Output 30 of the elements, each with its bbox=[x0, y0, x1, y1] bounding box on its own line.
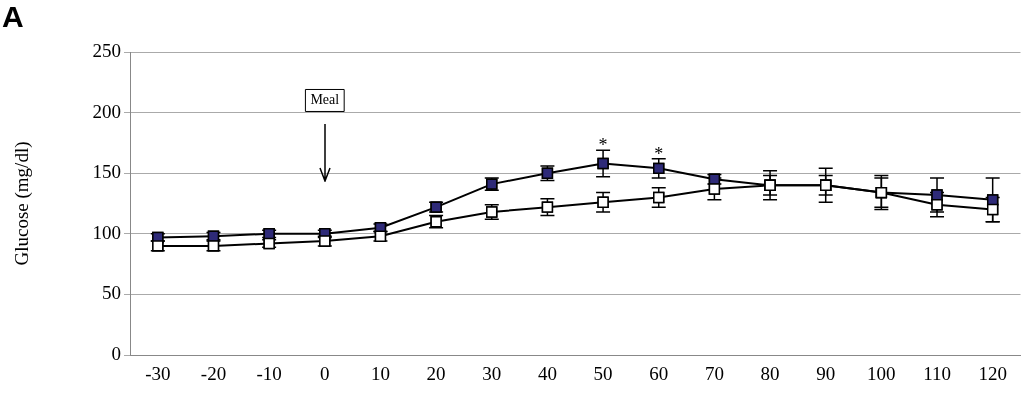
y-axis-title: Glucose (mg/dl) bbox=[11, 141, 34, 266]
x-tick-label: 50 bbox=[593, 363, 613, 385]
y-tick-label: 200 bbox=[92, 100, 121, 122]
x-tick-label: 120 bbox=[978, 363, 1007, 385]
x-tick-label: 40 bbox=[537, 363, 557, 385]
point bbox=[986, 194, 999, 206]
y-tick-label: 50 bbox=[102, 282, 121, 304]
x-tick-label: 110 bbox=[923, 363, 951, 385]
y-tick-label: 100 bbox=[92, 221, 121, 243]
x-tick-label: 30 bbox=[482, 363, 502, 385]
x-tick-label: 80 bbox=[760, 363, 780, 385]
y-tick-label: 0 bbox=[111, 342, 121, 364]
point bbox=[597, 157, 609, 170]
x-tick-label: 20 bbox=[426, 363, 446, 385]
annotation: * bbox=[598, 135, 608, 156]
x-tick-label: 10 bbox=[370, 363, 390, 385]
y-tick-label: 250 bbox=[92, 39, 121, 61]
text: A bbox=[2, 0, 24, 34]
y-tick-label: 150 bbox=[92, 161, 121, 183]
x-tick-label: -30 bbox=[145, 363, 171, 385]
x-tick-label: 90 bbox=[816, 363, 836, 385]
x-tick-label: -20 bbox=[200, 363, 227, 385]
x-tick-label: 100 bbox=[867, 363, 896, 385]
x-tick-label: -10 bbox=[256, 363, 282, 385]
annotation: Meal bbox=[310, 92, 340, 108]
point bbox=[931, 189, 943, 201]
x-tick-label: 0 bbox=[320, 363, 330, 385]
annotation: * bbox=[654, 143, 664, 164]
x-tick-label: 70 bbox=[704, 363, 724, 385]
x-tick-label: 60 bbox=[649, 363, 669, 385]
